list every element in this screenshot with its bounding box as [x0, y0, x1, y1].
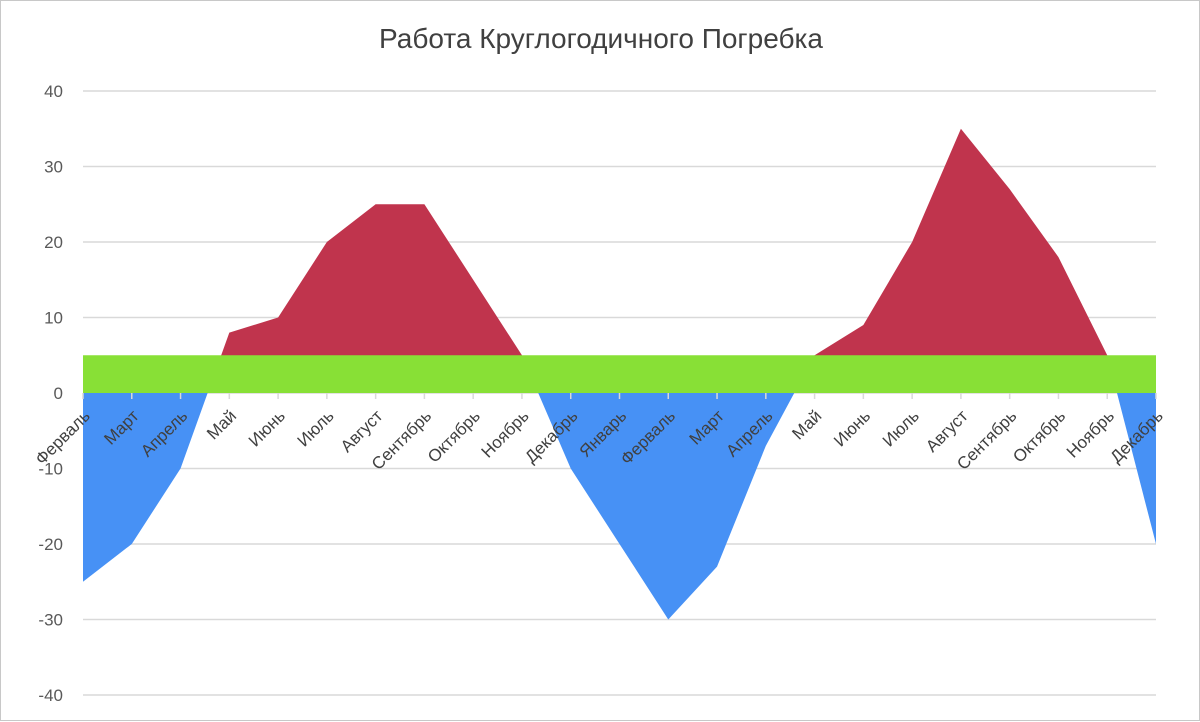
y-tick-label: 20 [44, 233, 63, 252]
x-tick-label: Июнь [245, 406, 289, 450]
area-positive [83, 128, 1156, 393]
chart-title: Работа Круглогодичного Погребка [379, 23, 823, 54]
x-tick-label: Май [203, 406, 240, 443]
y-tick-label: 0 [54, 384, 63, 403]
band-0-5 [83, 355, 1156, 393]
y-tick-label: 10 [44, 309, 63, 328]
y-tick-label: 30 [44, 158, 63, 177]
x-tick-label: Июнь [830, 406, 874, 450]
x-tick-label: Октябрь [1009, 406, 1069, 466]
x-tick-label: Май [788, 406, 825, 443]
y-tick-label: -40 [38, 686, 63, 705]
area-negative [83, 393, 1156, 620]
x-tick-label: Июль [879, 406, 923, 450]
y-tick-label: 40 [44, 82, 63, 101]
x-tick-label: Октябрь [424, 406, 484, 466]
y-tick-label: -20 [38, 535, 63, 554]
y-tick-label: -30 [38, 611, 63, 630]
y-tick-label: -10 [38, 460, 63, 479]
x-tick-label: Июль [294, 406, 338, 450]
